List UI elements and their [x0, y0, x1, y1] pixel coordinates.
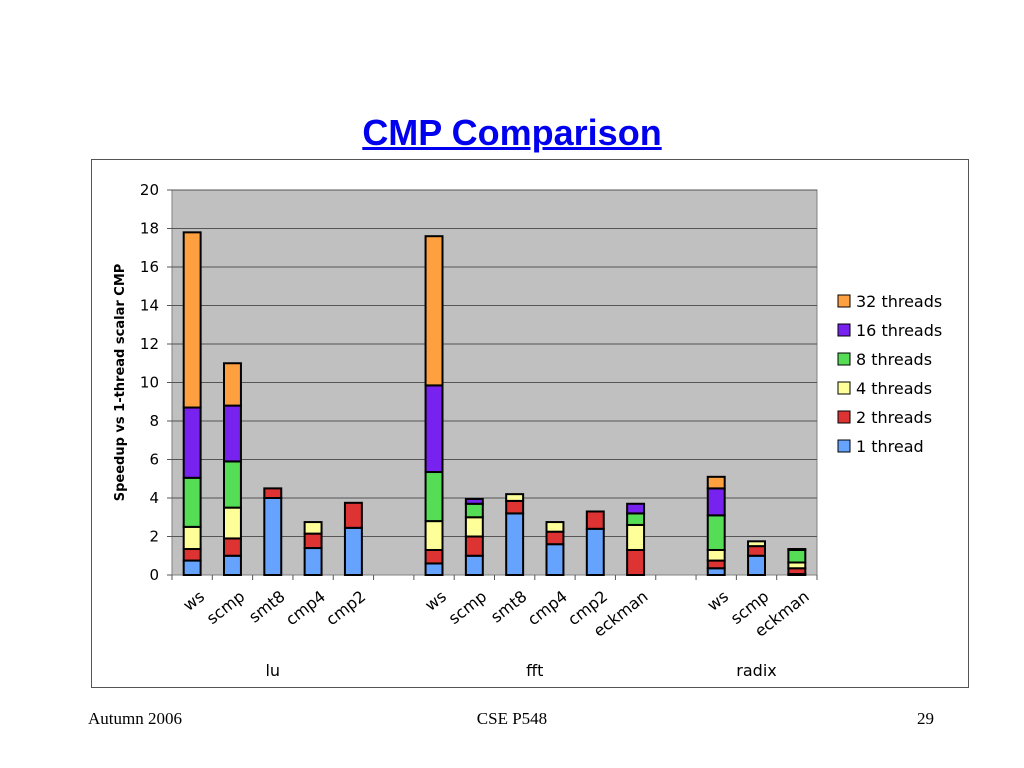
x-tick-label: smt8: [487, 587, 531, 627]
footer-date: Autumn 2006: [88, 709, 182, 728]
bar-segment: [464, 502, 484, 519]
bar-segment: [303, 547, 323, 576]
group-label: fft: [526, 661, 543, 680]
bar-segment: [223, 362, 242, 407]
y-axis-title: Speedup vs 1-thread scalar CMP: [113, 264, 128, 502]
bar-segment: [706, 475, 726, 490]
bar-segment: [343, 501, 363, 529]
bar-segment: [424, 562, 444, 577]
legend-swatch: [837, 294, 851, 308]
bar-segment: [706, 487, 726, 517]
x-tick-label: ws: [179, 587, 208, 615]
bar-segment: [303, 532, 323, 550]
bar-segment: [787, 548, 807, 564]
legend-swatch: [837, 323, 851, 337]
bar-segment: [545, 543, 565, 577]
bar-segment: [263, 487, 283, 499]
bar-segment: [424, 548, 444, 565]
y-tick-label: 8: [149, 412, 159, 430]
bar-segment: [424, 520, 444, 551]
bar-segment: [585, 510, 605, 530]
y-tick-label: 18: [140, 220, 159, 238]
bar-segment: [585, 527, 605, 576]
bar-segment: [706, 548, 726, 562]
bar-segment: [263, 497, 283, 576]
bar-segment: [424, 384, 444, 474]
chart-frame: 0 2 4 6 8 10 12 14 16 18 20 Speedup vs 1-thread sca…: [91, 159, 969, 688]
legend-label: 16 threads: [856, 321, 942, 340]
x-tick-label: smt8: [245, 587, 289, 627]
bar-segment: [303, 521, 323, 535]
bar-segment: [747, 540, 766, 548]
bar-segment: [223, 460, 242, 509]
y-tick-label: 6: [149, 451, 159, 469]
y-tick-label: 16: [140, 258, 159, 276]
bar-segment: [223, 537, 242, 557]
bar-segment: [223, 554, 242, 576]
bar-segment: [182, 476, 202, 528]
bar-segment: [505, 499, 525, 515]
bar-segment: [787, 548, 807, 551]
y-tick-label: 4: [149, 489, 159, 507]
legend-label: 32 threads: [856, 292, 942, 311]
footer-page-number: 29: [917, 709, 934, 728]
y-tick-label: 2: [149, 528, 159, 546]
bar-segment: [747, 554, 766, 576]
x-tick-label: ws: [703, 587, 732, 615]
bar-segment: [626, 502, 646, 515]
bar-segment: [464, 516, 484, 538]
bar-segment: [182, 548, 202, 562]
legend-label: 1 thread: [856, 437, 924, 456]
bar-segment: [464, 497, 484, 505]
bar-segment: [223, 404, 242, 463]
bar-segment: [626, 548, 646, 577]
bar-segment: [223, 506, 242, 540]
bar-segment: [505, 493, 525, 502]
x-tick-label: cmp4: [282, 587, 329, 630]
x-tick-label: scmp: [445, 587, 490, 628]
bar-segment: [706, 514, 726, 551]
bar-segment: [182, 406, 202, 479]
legend-swatch: [837, 381, 851, 395]
group-label: lu: [265, 661, 280, 680]
bar-segment: [747, 545, 766, 557]
bar-segment: [182, 525, 202, 551]
bar-segment: [706, 559, 726, 570]
bar-segment: [626, 512, 646, 526]
stacked-bar-chart: 0 2 4 6 8 10 12 14 16 18 20 Speedup vs 1-thread sca…: [113, 181, 942, 680]
bar-segment: [182, 231, 202, 409]
footer-course: CSE P548: [476, 709, 548, 728]
bar-segment: [424, 471, 444, 523]
y-tick-label: 10: [140, 374, 159, 392]
y-tick-label: 14: [140, 297, 159, 315]
bar-segment: [545, 521, 565, 533]
bar-segment: [424, 235, 444, 387]
y-tick-label: 20: [140, 181, 159, 199]
legend-label: 4 threads: [856, 379, 932, 398]
legend-swatch: [837, 410, 851, 424]
legend-swatch: [837, 439, 851, 453]
legend-label: 8 threads: [856, 350, 932, 369]
legend-label: 2 threads: [856, 408, 932, 427]
slide-title: CMP Comparison: [362, 112, 662, 153]
x-tick-label: scmp: [203, 587, 248, 628]
bar-segment: [706, 567, 726, 577]
bar-segment: [464, 554, 484, 576]
bar-segment: [505, 512, 525, 576]
x-tick-label: cmp4: [524, 587, 571, 630]
bar-segment: [626, 523, 646, 551]
bar-segment: [545, 530, 565, 546]
x-tick-label: ws: [421, 587, 450, 615]
y-tick-label: 0: [149, 566, 159, 584]
bar-segment: [343, 526, 363, 576]
group-label: radix: [736, 661, 776, 680]
x-tick-label: cmp2: [322, 587, 369, 630]
legend-swatch: [837, 352, 851, 366]
y-tick-label: 12: [140, 335, 159, 353]
bar-segment: [464, 535, 484, 557]
bar-segment: [182, 559, 202, 576]
